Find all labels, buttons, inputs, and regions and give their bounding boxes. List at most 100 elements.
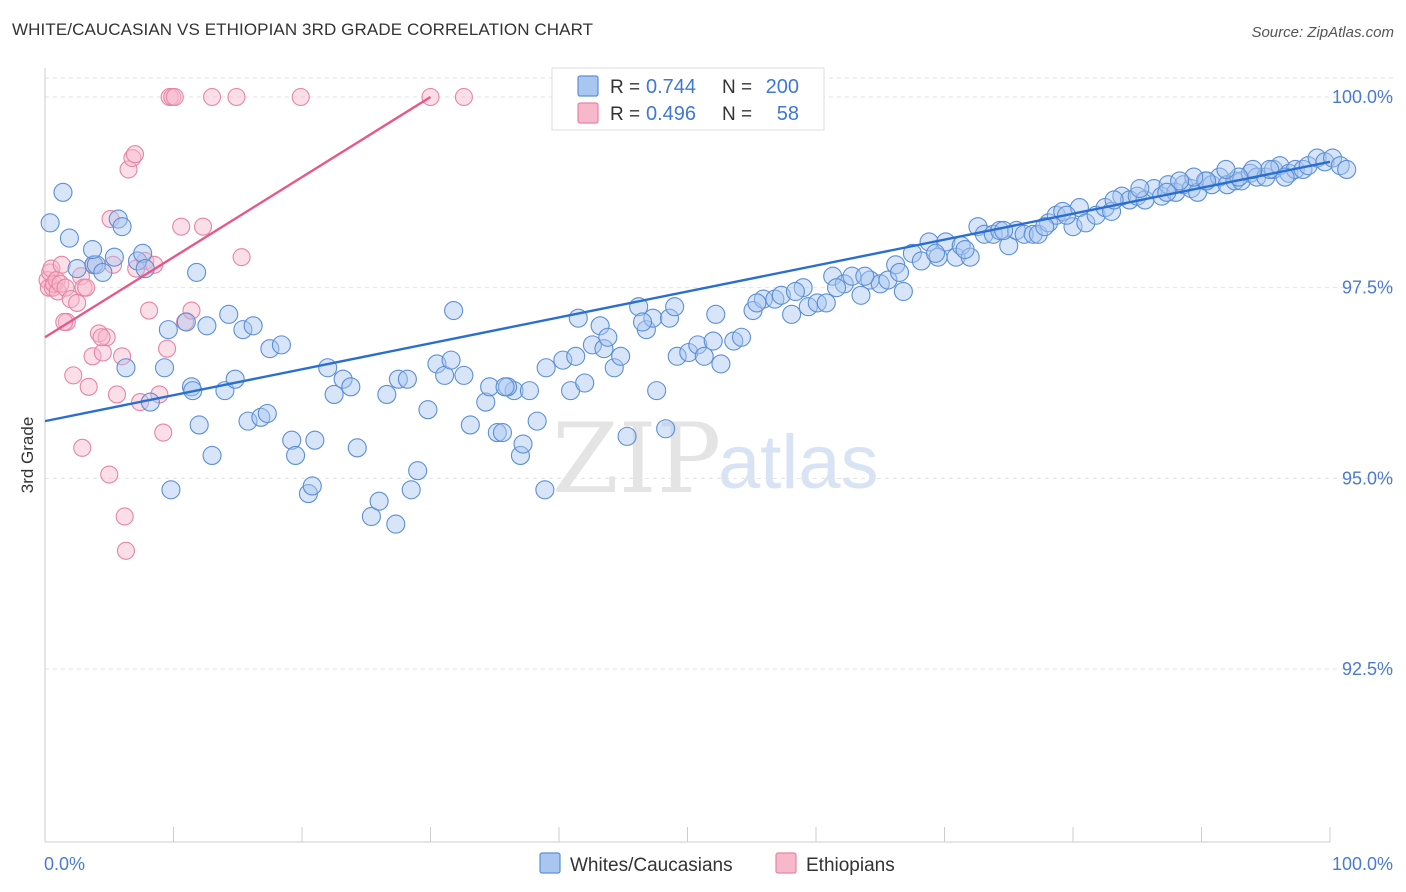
- ethiopians-points: [38, 87, 473, 560]
- white-point: [582, 335, 602, 355]
- white-point: [706, 304, 726, 324]
- white-point: [40, 213, 60, 233]
- ethiopian-point: [79, 377, 98, 396]
- white-point: [189, 415, 209, 435]
- ethiopians-trend-line: [44, 95, 432, 339]
- white-point: [197, 316, 217, 336]
- ethiopian-point: [83, 347, 102, 366]
- bottom-legend-label-whites: Whites/Caucasians: [570, 855, 733, 876]
- white-point: [271, 335, 291, 355]
- white-point: [513, 434, 533, 454]
- bottom-legend-label-ethiopians: Ethiopians: [806, 855, 895, 876]
- white-point: [112, 217, 132, 237]
- white-point: [187, 262, 207, 282]
- white-point: [878, 270, 898, 290]
- white-point: [158, 320, 178, 340]
- white-point: [1184, 167, 1204, 187]
- white-point: [1337, 159, 1357, 180]
- white-point: [771, 285, 791, 305]
- trend-lines: [44, 95, 1331, 423]
- white-point: [492, 423, 513, 443]
- ethiopian-point: [172, 217, 191, 236]
- white-point: [427, 354, 447, 374]
- white-point: [827, 278, 847, 298]
- white-point: [318, 358, 338, 378]
- white-point: [566, 346, 586, 366]
- white-point: [93, 262, 113, 282]
- y-tick-label: 100.0%: [1332, 87, 1393, 107]
- white-point: [598, 327, 618, 347]
- white-point: [1216, 159, 1236, 180]
- ethiopian-point: [227, 87, 246, 107]
- bottom-legend: Whites/Caucasians Ethiopians: [539, 852, 895, 876]
- white-point: [86, 255, 106, 275]
- legend-r-value-ethiopians: 0.496: [646, 103, 696, 125]
- white-point: [703, 331, 723, 351]
- white-point: [575, 373, 595, 393]
- white-point: [460, 415, 480, 435]
- white-point: [444, 300, 464, 321]
- ethiopian-point: [115, 507, 134, 526]
- ethiopian-point: [77, 278, 96, 297]
- white-point: [535, 480, 555, 500]
- white-point: [257, 403, 277, 424]
- white-point: [1130, 178, 1150, 199]
- ethiopian-point: [97, 328, 116, 347]
- white-point: [816, 293, 836, 313]
- white-point: [617, 426, 637, 446]
- ethiopian-point: [119, 160, 138, 179]
- white-point: [386, 514, 406, 534]
- white-point: [1209, 167, 1230, 187]
- ethiopian-point: [64, 366, 83, 385]
- white-point: [454, 365, 474, 385]
- ethiopian-point: [454, 87, 473, 107]
- white-point: [67, 259, 87, 279]
- white-point: [711, 354, 731, 374]
- white-point: [999, 236, 1019, 256]
- white-point: [233, 320, 253, 340]
- white-point: [1023, 224, 1043, 244]
- ethiopian-point: [291, 87, 310, 107]
- white-point: [476, 392, 496, 412]
- white-point: [369, 491, 389, 511]
- source-label: Source: ZipAtlas.com: [1251, 24, 1394, 41]
- legend-n-label-whites: N =: [722, 77, 752, 98]
- white-point: [1063, 217, 1083, 237]
- white-point: [341, 377, 361, 397]
- ethiopian-point: [56, 278, 75, 297]
- white-point: [851, 285, 871, 305]
- legend-r-label-ethiopians: R =: [610, 104, 640, 125]
- white-point: [176, 312, 196, 332]
- white-point: [487, 423, 507, 443]
- white-point: [782, 304, 802, 324]
- white-point: [260, 339, 280, 359]
- legend-n-label-ethiopians: N =: [722, 104, 752, 125]
- white-point: [855, 266, 875, 286]
- white-point: [955, 239, 975, 260]
- ethiopian-point: [100, 465, 119, 484]
- white-point: [238, 411, 258, 431]
- white-point: [527, 411, 547, 431]
- legend-n-value-ethiopians: 58: [777, 103, 799, 125]
- white-point: [333, 369, 353, 389]
- ethiopian-point: [232, 248, 251, 267]
- legend-swatch-whites: [577, 75, 599, 97]
- white-point: [647, 381, 667, 401]
- axes: [44, 68, 1331, 843]
- legend-r-label-whites: R =: [610, 77, 640, 98]
- white-point: [536, 358, 556, 378]
- x-tick-label: 0.0%: [44, 854, 85, 874]
- white-point: [893, 281, 913, 302]
- ethiopian-point: [93, 343, 112, 362]
- white-point: [104, 247, 124, 267]
- legend-swatch-ethiopians: [577, 102, 599, 124]
- white-point: [243, 316, 263, 336]
- white-point: [324, 384, 344, 404]
- white-point: [282, 430, 302, 450]
- white-point: [202, 445, 222, 466]
- white-point: [1076, 213, 1096, 233]
- white-point: [656, 419, 676, 439]
- ethiopian-point: [203, 87, 222, 107]
- white-point: [347, 438, 367, 458]
